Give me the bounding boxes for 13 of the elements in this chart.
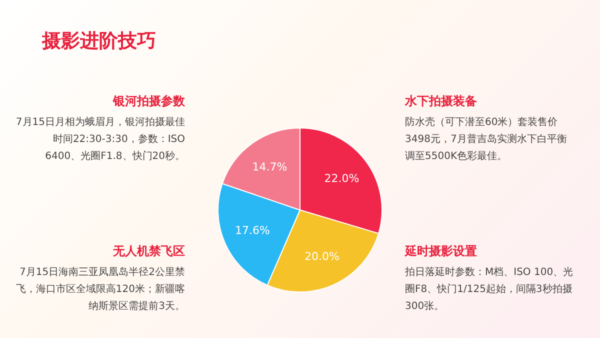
data-label: 22.0% <box>324 172 360 185</box>
data-label: 14.7% <box>252 160 288 174</box>
slice-label: 银河拍摄参数 <box>112 93 185 110</box>
chart-title: 摄影进阶技巧 <box>42 29 156 54</box>
data-label: 20.0% <box>304 250 340 264</box>
slice-label: 延时摄影设置 <box>405 243 478 260</box>
text: 拍日落延时参数：M档、ISO 100、光圈F8、快门1/125起始，间隔3秒拍摄300张。 <box>405 266 574 314</box>
text: 7月15日月相为蛾眉月，银河拍摄最佳时间22:30-3:30，参数：ISO 6400、光圈F1.8、快门20秒。 <box>15 116 185 164</box>
slice-label: 无人机禁飞区 <box>112 243 185 260</box>
data-label: 17.6% <box>234 224 270 238</box>
slice-label: 水下拍摄装备 <box>405 93 478 110</box>
text: 防水壳（可下潜至60米）套装售价3498元，7月普吉岛实测水下白平衡调至5500K色彩最佳。 <box>405 116 568 164</box>
text: 7月15日海南三亚凤凰岛半径2公里禁飞，海口市区全域限高120米；新疆喀纳斯景区需提前3天。 <box>15 266 185 314</box>
